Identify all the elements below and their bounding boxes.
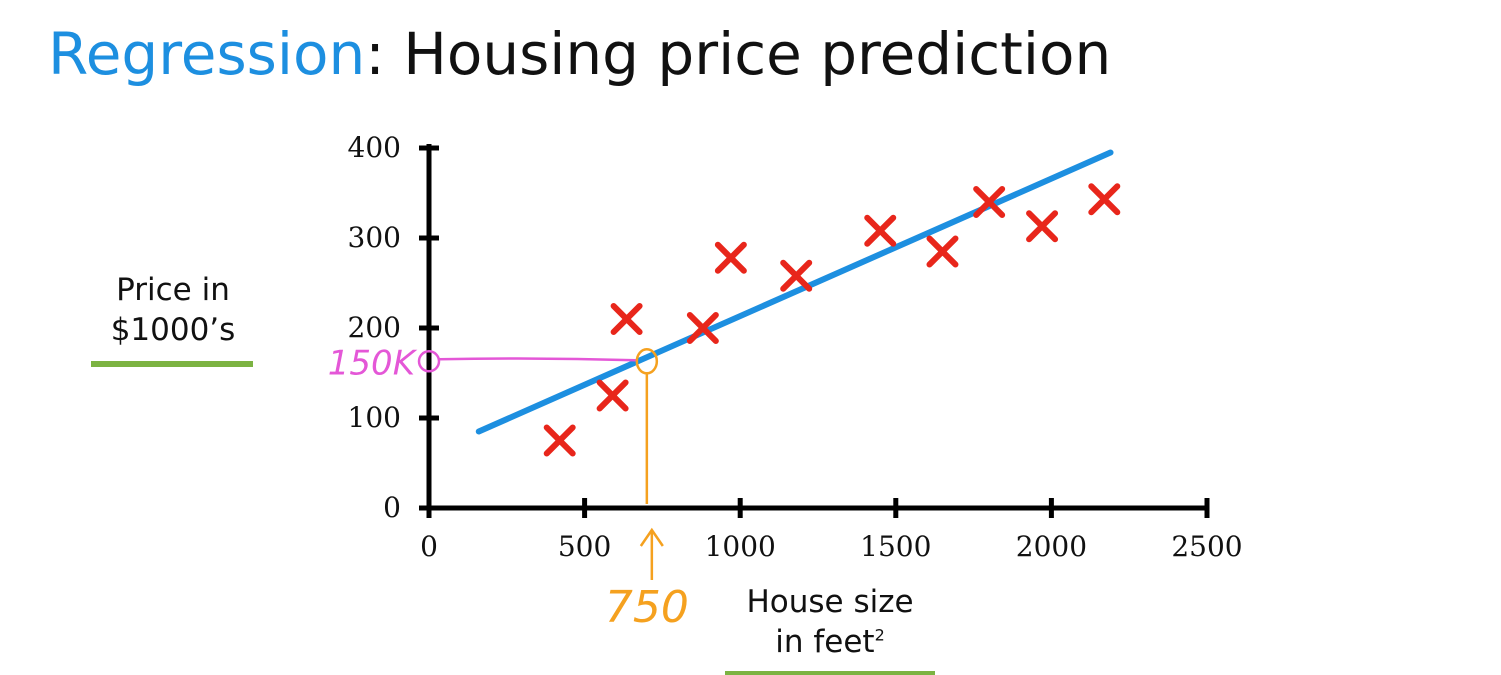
- data-point-stroke: [1088, 183, 1121, 216]
- x-tick-label: 500: [558, 530, 611, 563]
- x-axis-label-line1: House size: [746, 584, 914, 620]
- data-point-stroke: [864, 214, 897, 247]
- data-point: [686, 312, 719, 344]
- ticks: 0 500 1000 1500 2000 2500 0 100 200 300 400: [348, 131, 1243, 563]
- data-point: [714, 241, 747, 274]
- x-tick-label: 1000: [705, 530, 776, 563]
- y-label-underline: [91, 361, 253, 367]
- data-point: [610, 303, 643, 335]
- y-axis-label: Price in $1000’s: [88, 270, 258, 350]
- fit-line: [475, 149, 1114, 435]
- data-point: [780, 259, 813, 292]
- y-tick-label: 100: [348, 401, 401, 434]
- title-keyword: Regression: [48, 20, 366, 88]
- x-axis-label-line2: in feet2: [700, 622, 960, 662]
- data-point-stroke: [714, 241, 747, 274]
- data-point: [864, 214, 897, 247]
- y-axis-label-line1: Price in: [116, 272, 230, 308]
- y-tick-label: 0: [383, 491, 401, 524]
- fit-line-group: [475, 149, 1114, 435]
- data-point-stroke: [973, 186, 1006, 218]
- data-point: [926, 235, 959, 268]
- data-point: [596, 379, 629, 412]
- data-point-stroke: [686, 312, 719, 344]
- x-label-underline: [725, 671, 935, 675]
- points-group: [543, 183, 1121, 457]
- title-rest: : Housing price prediction: [365, 20, 1112, 88]
- slide-title: Regression: Housing price prediction: [48, 14, 1111, 94]
- data-point-stroke: [926, 235, 959, 268]
- annotation-y-text: 150K: [328, 343, 418, 383]
- y-tick-label: 200: [348, 311, 401, 344]
- x-tick-label: 2000: [1016, 530, 1087, 563]
- data-point: [1088, 183, 1121, 216]
- y-axis-label-line2: $1000’s: [110, 312, 236, 348]
- data-point-stroke: [780, 259, 813, 292]
- data-point: [543, 424, 576, 457]
- data-point: [1026, 210, 1059, 243]
- data-point-stroke: [610, 303, 643, 335]
- data-point-stroke: [596, 379, 629, 412]
- x-axis-label-unit: in feet: [775, 624, 875, 660]
- annotation-x-text: 750: [605, 582, 689, 633]
- x-axis-label-sup: 2: [874, 625, 885, 645]
- data-point-stroke: [1026, 210, 1059, 243]
- x-tick-label: 1500: [860, 530, 931, 563]
- annotation-arrow-head: [639, 527, 664, 547]
- annotation-group: 150K 750: [328, 343, 689, 633]
- y-tick-label: 400: [348, 131, 401, 164]
- x-tick-label: 2500: [1171, 530, 1242, 563]
- x-axis-label: House size in feet2: [700, 582, 960, 662]
- annotation-y-line: [438, 357, 637, 362]
- y-tick-label: 300: [348, 221, 401, 254]
- annotation-y-circle: [417, 350, 441, 373]
- data-point: [973, 186, 1006, 218]
- x-tick-label: 0: [420, 530, 438, 563]
- data-point-stroke: [543, 424, 576, 457]
